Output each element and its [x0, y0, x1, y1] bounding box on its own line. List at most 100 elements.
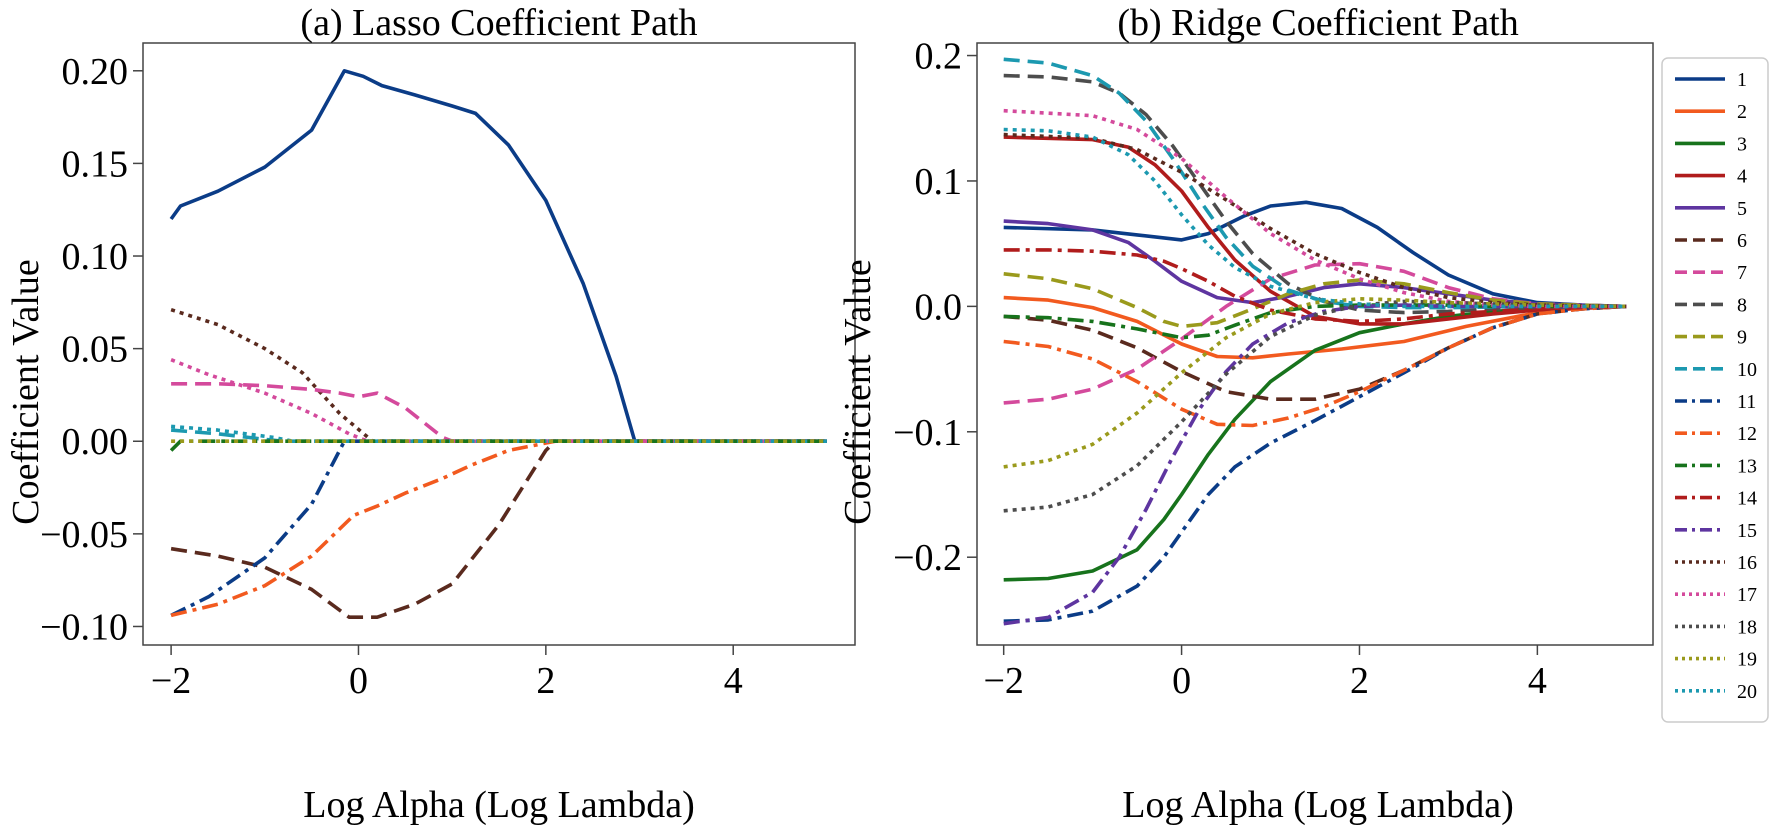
ridge-series-18-line [1003, 299, 1627, 513]
lasso-series-6-line [170, 439, 827, 620]
legend-item-10: 10 [1675, 359, 1757, 381]
legend-label-16: 16 [1737, 552, 1757, 574]
ridge-plot-area: −2 0 2 4 −0.2 −0.1 0.0 0.1 0.2 [893, 36, 1654, 702]
ridge-series-15-line [1003, 303, 1627, 626]
ridge-x-tick-label: −2 [983, 660, 1023, 702]
ridge-series-20-line [1003, 127, 1627, 309]
lasso-y-tick-label: −0.05 [40, 514, 128, 556]
ridge-series-1-line [1003, 200, 1627, 309]
legend-frame [1661, 57, 1769, 723]
lasso-plot-area: −2 0 2 4 −0.10 −0.05 0.00 0.05 0.10 0.15 0.20 [40, 42, 856, 702]
ridge-axes-frame [976, 42, 1654, 646]
legend-label-4: 4 [1737, 166, 1747, 188]
ridge-series-8-line [1003, 73, 1627, 315]
lasso-x-tick-label: 0 [349, 660, 368, 702]
ridge-x-axis-label: Log Alpha (Log Lambda) [1122, 784, 1514, 826]
legend-item-2: 2 [1675, 101, 1747, 123]
legend-item-7: 7 [1675, 262, 1747, 284]
legend-item-19: 19 [1675, 649, 1757, 671]
legend-label-15: 15 [1737, 520, 1757, 542]
lasso-y-tick-label: 0.00 [62, 421, 129, 463]
ridge-series-19-line [1003, 296, 1627, 469]
legend-item-1: 1 [1675, 69, 1747, 91]
legend-item-12: 12 [1675, 423, 1757, 445]
ridge-series-7-line [1003, 261, 1627, 405]
lasso-y-tick-label: 0.05 [62, 329, 129, 371]
legend-label-10: 10 [1737, 359, 1757, 381]
ridge-series-4-line [1003, 135, 1627, 326]
lasso-x-axis-label: Log Alpha (Log Lambda) [303, 784, 695, 826]
legend-item-20: 20 [1675, 681, 1757, 703]
legend-item-8: 8 [1675, 294, 1747, 316]
legend-item-5: 5 [1675, 198, 1747, 220]
legend-label-18: 18 [1737, 616, 1757, 638]
legend-item-4: 4 [1675, 166, 1747, 188]
legend-label-6: 6 [1737, 230, 1747, 252]
legend-item-3: 3 [1675, 133, 1747, 155]
legend-item-18: 18 [1675, 616, 1757, 638]
ridge-series-3-line [1003, 304, 1627, 582]
lasso-series-12-line [170, 439, 827, 618]
ridge-series-10-line [1003, 57, 1627, 310]
ridge-series-6-line [1003, 304, 1627, 402]
lasso-x-tick-label: 2 [536, 660, 555, 702]
legend-label-5: 5 [1737, 198, 1747, 220]
legend-label-12: 12 [1737, 423, 1757, 445]
legend-label-17: 17 [1737, 584, 1757, 606]
lasso-series-7-line [171, 381, 827, 444]
ridge-x-tick-label: 0 [1172, 660, 1191, 702]
legend-item-14: 14 [1675, 488, 1757, 510]
ridge-series-group [1003, 57, 1627, 626]
lasso-x-tick-label: 4 [724, 660, 743, 702]
legend-label-11: 11 [1737, 391, 1756, 413]
legend-label-1: 1 [1737, 69, 1747, 91]
ridge-title: (b) Ridge Coefficient Path [1117, 2, 1518, 44]
lasso-series-1-line [169, 69, 827, 444]
ridge-panel: −2 0 2 4 −0.2 −0.1 0.0 0.1 0.2 (b) Ridge Coeffic… [837, 2, 1654, 826]
lasso-series-group [169, 69, 827, 620]
ridge-x-tick-label: 2 [1350, 660, 1369, 702]
ridge-series-14-line [1003, 248, 1627, 324]
legend-label-19: 19 [1737, 649, 1757, 671]
ridge-series-11-line [1003, 304, 1627, 623]
lasso-series-16-line [170, 307, 827, 444]
lasso-y-tick-label: 0.10 [62, 236, 129, 278]
legend-item-11: 11 [1675, 391, 1756, 413]
ridge-y-tick-label: −0.2 [893, 537, 962, 579]
lasso-y-tick-label: −0.10 [40, 606, 128, 648]
lasso-y-tick-label: 0.20 [62, 51, 129, 93]
legend-item-17: 17 [1675, 584, 1757, 606]
legend-label-9: 9 [1737, 327, 1747, 349]
legend-label-8: 8 [1737, 294, 1747, 316]
ridge-y-tick-label: 0.2 [915, 36, 963, 78]
legend-item-16: 16 [1675, 552, 1757, 574]
lasso-series-17-line [170, 358, 827, 444]
ridge-series-16-line [1003, 132, 1627, 309]
ridge-y-tick-label: 0.1 [915, 161, 963, 203]
ridge-y-tick-label: 0.0 [915, 286, 963, 328]
legend-label-7: 7 [1737, 262, 1747, 284]
legend-label-14: 14 [1737, 488, 1757, 510]
legend-item-9: 9 [1675, 327, 1747, 349]
legend-label-3: 3 [1737, 133, 1747, 155]
lasso-axes-frame [142, 42, 856, 646]
legend-label-13: 13 [1737, 455, 1757, 477]
legend-item-6: 6 [1675, 230, 1747, 252]
ridge-y-tick-label: −0.1 [893, 412, 962, 454]
ridge-series-12-line [1003, 304, 1627, 428]
ridge-x-tick-label: 4 [1528, 660, 1547, 702]
lasso-title: (a) Lasso Coefficient Path [300, 2, 697, 44]
ridge-series-9-line [1003, 272, 1627, 329]
ridge-y-axis-label: Coefficient Value [837, 259, 879, 525]
legend-label-2: 2 [1737, 101, 1747, 123]
lasso-panel: −2 0 2 4 −0.10 −0.05 0.00 0.05 0.10 0.15 0.20 (a) … [5, 2, 856, 826]
lasso-y-tick-label: 0.15 [62, 143, 129, 185]
lasso-y-axis-label: Coefficient Value [5, 259, 47, 525]
lasso-x-tick-label: −2 [151, 660, 191, 702]
lasso-series-11-line [170, 439, 827, 618]
legend-label-20: 20 [1737, 681, 1757, 703]
legend-item-15: 15 [1675, 520, 1757, 542]
legend-item-13: 13 [1675, 455, 1757, 477]
